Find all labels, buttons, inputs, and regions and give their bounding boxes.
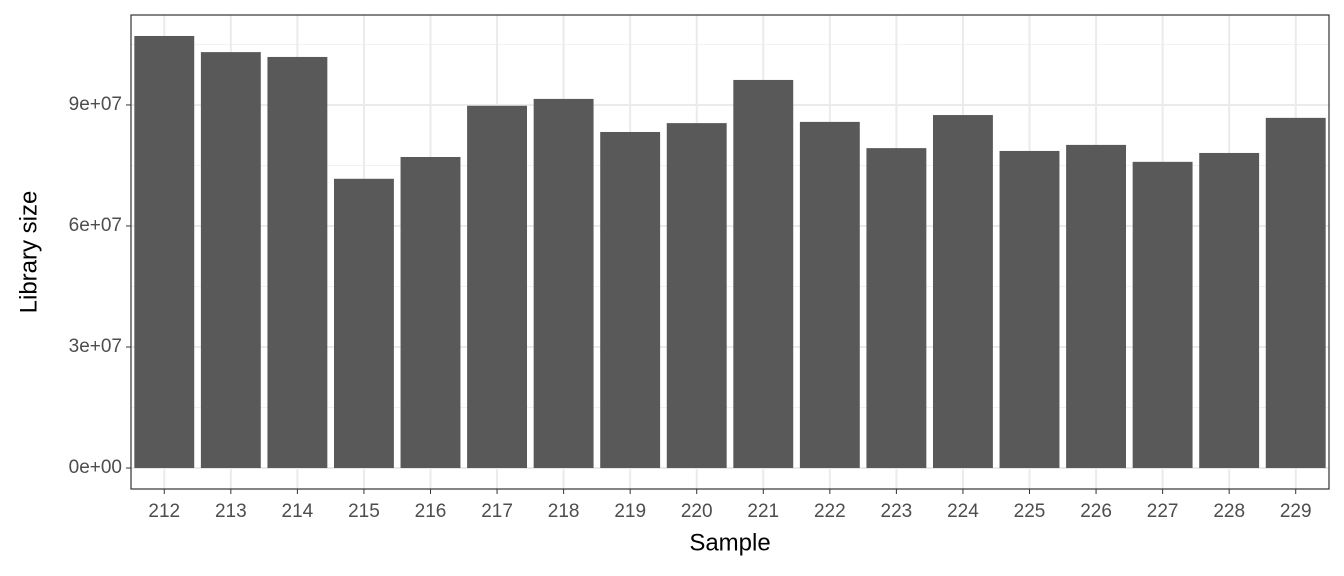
x-tick-label: 229 (1280, 501, 1312, 522)
x-tick-label: 217 (481, 501, 513, 522)
panel-border (130, 14, 1330, 490)
y-axis-title: Library size (15, 191, 42, 314)
x-tick-label: 220 (681, 501, 713, 522)
bar (799, 121, 860, 469)
x-tick-label: 216 (415, 501, 447, 522)
x-tick-label: 223 (881, 501, 913, 522)
x-tick-label: 222 (814, 501, 846, 522)
y-tick-label: 6e+07 (69, 215, 122, 236)
bar (267, 56, 328, 469)
x-tick-label: 221 (747, 501, 779, 522)
x-tick-label: 212 (148, 501, 180, 522)
bar (400, 156, 461, 469)
x-tick-label: 226 (1080, 501, 1112, 522)
x-tick-label: 225 (1014, 501, 1046, 522)
x-tick-label: 219 (614, 501, 646, 522)
bar (666, 123, 727, 469)
bar (1132, 161, 1193, 469)
y-tick-label: 3e+07 (69, 336, 122, 357)
y-tick-label: 9e+07 (69, 94, 122, 115)
bar (733, 79, 794, 469)
bar (1265, 117, 1326, 469)
bar (134, 35, 195, 469)
bar (200, 52, 261, 469)
x-tick-label: 227 (1147, 501, 1179, 522)
bar (333, 178, 394, 469)
panel (131, 15, 1329, 489)
bar (467, 105, 528, 469)
bar (866, 148, 927, 469)
x-tick-label: 224 (947, 501, 979, 522)
x-tick-label: 228 (1213, 501, 1245, 522)
x-tick-label: 215 (348, 501, 380, 522)
y-tick-label: 0e+00 (69, 457, 122, 478)
bar (932, 115, 993, 469)
bar (999, 150, 1060, 469)
bar (1199, 152, 1260, 469)
x-tick-label: 213 (215, 501, 247, 522)
bar (1066, 144, 1127, 469)
x-tick-label: 214 (282, 501, 314, 522)
x-axis-title: Sample (689, 529, 770, 556)
bar (533, 98, 594, 469)
x-tick-label: 218 (548, 501, 580, 522)
bar (600, 131, 661, 469)
